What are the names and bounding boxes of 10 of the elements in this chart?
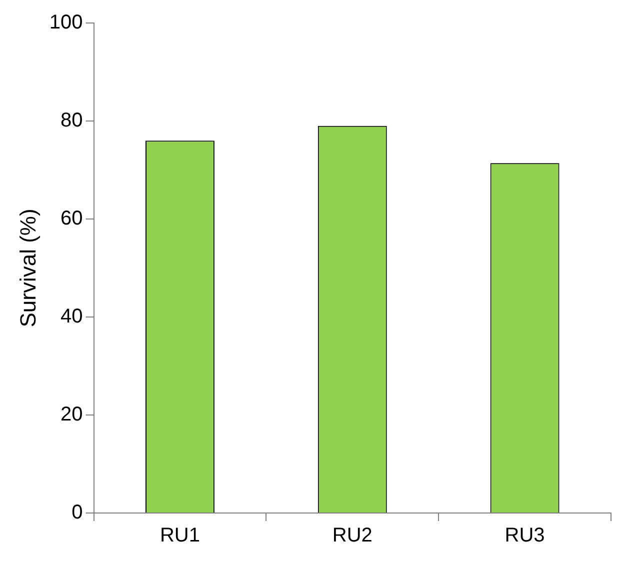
y-tick-label: 60 [60, 208, 83, 230]
y-axis-title: Survival (%) [15, 208, 40, 328]
x-tick-label: RU2 [332, 524, 372, 547]
x-tick-label: RU1 [160, 524, 200, 547]
y-tick-label: 20 [60, 404, 83, 426]
y-tick-label: 0 [72, 502, 83, 524]
y-tick-label: 80 [60, 110, 83, 132]
y-tick-label: 100 [49, 12, 83, 34]
y-tick-label: 40 [60, 306, 83, 328]
x-tick-label: RU3 [504, 524, 545, 547]
